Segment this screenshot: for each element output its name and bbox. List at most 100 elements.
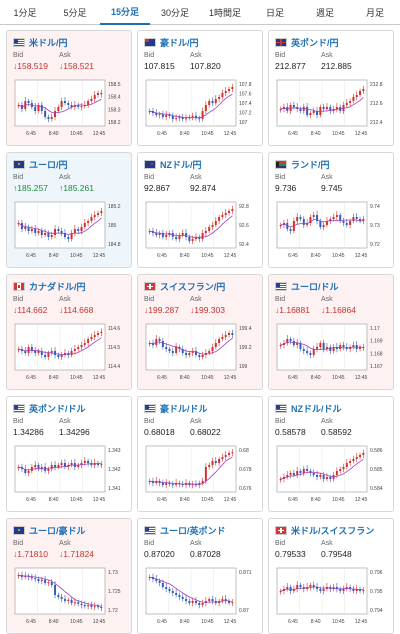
candle-body [339, 469, 342, 471]
eu-flag-icon [13, 525, 25, 535]
bid-value: 0.58578 [275, 427, 306, 437]
pair-link[interactable]: 米ドル/スイスフラン [291, 525, 375, 536]
candle-body [171, 484, 174, 486]
candle-body [161, 341, 164, 347]
candle-body [168, 483, 171, 485]
pair-link[interactable]: ユーロ/英ポンド [160, 525, 226, 536]
candle-body [34, 465, 37, 467]
candle-body [83, 461, 86, 463]
tab-2[interactable]: 15分足 [100, 0, 150, 25]
pair-link[interactable]: 米ドル/円 [29, 37, 68, 48]
mini-candlestick-chart[interactable]: 1.17 1.169 1.168 1.167 6:45 8:40 10:45 12:45 [275, 320, 389, 384]
pair-link[interactable]: カナダドル/円 [29, 281, 86, 292]
tab-1[interactable]: 5分足 [63, 7, 87, 18]
candle-body [40, 105, 43, 111]
pair-link[interactable]: ユーロ/豪ドル [29, 525, 86, 536]
candle-body [57, 229, 60, 231]
y-tick-label: 184.8 [108, 242, 121, 248]
y-tick-label: 1.725 [108, 589, 121, 595]
tab-4[interactable]: 1時間足 [208, 7, 241, 18]
rate-card[interactable]: ユーロ/円 Bid Ask ↑185.257 ↑185.261 185.2 185 184.8… [6, 152, 132, 268]
y-tick-label: 185 [108, 223, 117, 229]
pair-link[interactable]: 豪ドル/ドル [160, 403, 208, 414]
rate-card[interactable]: 米ドル/円 Bid Ask ↓158.519 ↓158.521 158.5 158.4 158… [6, 30, 132, 146]
candle-body [345, 223, 348, 225]
tab-6[interactable]: 週足 [315, 7, 334, 18]
mini-candlestick-chart[interactable]: 0.586 0.585 0.584 6:45 8:40 10:45 12:45 [275, 442, 389, 506]
pair-link[interactable]: 豪ドル/円 [160, 37, 199, 48]
y-tick-label: 92.4 [239, 242, 249, 248]
x-tick-label: 6:45 [288, 131, 298, 137]
moving-average-line [149, 215, 233, 238]
pair-link[interactable]: ランド/円 [291, 159, 330, 170]
rate-card[interactable]: ユーロ/豪ドル Bid Ask ↓1.71810 ↓1.71824 1.73 1.725 1.… [6, 518, 132, 634]
candle-body [204, 467, 207, 481]
mini-candlestick-chart[interactable]: 0.871 0.87 6:45 8:40 10:45 12:45 [144, 564, 258, 628]
tab-0[interactable]: 1分足 [13, 7, 37, 18]
rate-card[interactable]: ユーロ/ドル Bid Ask ↓1.16881 ↓1.16864 1.17 1.169 1.1… [268, 274, 394, 390]
tab-3[interactable]: 30分足 [160, 7, 189, 18]
rate-card[interactable]: 米ドル/スイスフラン Bid Ask 0.79533 0.79548 0.796 0.795… [268, 518, 394, 634]
candle-body [17, 467, 20, 469]
rate-card[interactable]: NZドル/円 Bid Ask 92.867 92.874 92.8 92.6 92.4 6:45… [137, 152, 263, 268]
candle-body [77, 105, 80, 107]
rate-card[interactable]: スイスフラン/円 Bid Ask ↓199.287 ↓199.303 199.4 199.2… [137, 274, 263, 390]
pair-link[interactable]: NZドル/ドル [291, 403, 342, 414]
pair-link[interactable]: ユーロ/円 [29, 159, 68, 170]
mini-candlestick-chart[interactable]: 1.343 1.342 1.341 6:45 8:40 10:45 12:45 [13, 442, 127, 506]
mini-candlestick-chart[interactable]: 199.4 199.2 199 6:45 8:40 10:45 12:45 [144, 320, 258, 384]
mini-candlestick-chart[interactable]: 92.8 92.6 92.4 6:45 8:40 10:45 12:45 [144, 198, 258, 262]
rate-card[interactable]: 英ポンド/円 Bid Ask 212.877 212.885 212.8 212.6 212.… [268, 30, 394, 146]
candle-body [362, 219, 365, 221]
pair-link[interactable]: スイスフラン/円 [160, 281, 226, 292]
candle-body [83, 605, 86, 607]
candle-body [309, 353, 312, 355]
candle-body [87, 605, 90, 607]
candle-body [296, 471, 299, 475]
us-flag-icon [144, 403, 156, 413]
rate-card[interactable]: ランド/円 Bid Ask 9.736 9.745 9.74 9.73 9.72 6:45 8:4… [268, 152, 394, 268]
x-tick-label: 6:45 [26, 375, 36, 381]
bid-label: Bid [144, 418, 155, 425]
candle-body [335, 471, 338, 475]
rate-card[interactable]: 英ポンド/ドル Bid Ask 1.34286 1.34296 1.343 1.342 1.3… [6, 396, 132, 512]
tab-5[interactable]: 日足 [265, 7, 284, 18]
candle-body [312, 473, 315, 475]
rate-card[interactable]: ユーロ/英ポンド Bid Ask 0.87020 0.87028 0.871 0.87 6:4… [137, 518, 263, 634]
candle-body [87, 461, 90, 463]
candle-body [191, 239, 194, 241]
candle-body [359, 91, 362, 95]
tab-7[interactable]: 月足 [365, 7, 384, 18]
mini-candlestick-chart[interactable]: 1.73 1.725 1.72 6:45 8:40 10:45 12:45 [13, 564, 127, 628]
mini-candlestick-chart[interactable]: 0.68 0.678 0.676 6:45 8:40 10:45 12:45 [144, 442, 258, 506]
x-tick-label: 6:45 [288, 253, 298, 259]
pair-link[interactable]: ユーロ/ドル [291, 281, 339, 292]
candle-body [34, 578, 37, 580]
candle-body [211, 461, 214, 465]
x-tick-label: 8:40 [180, 131, 190, 137]
candle-body [359, 455, 362, 457]
rate-card[interactable]: NZドル/ドル Bid Ask 0.58578 0.58592 0.586 0.585 0.5… [268, 396, 394, 512]
mini-candlestick-chart[interactable]: 212.8 212.6 212.4 6:45 8:40 10:45 12:45 [275, 76, 389, 140]
bid-value: 0.79533 [275, 549, 306, 559]
bid-value: ↓199.287 [144, 305, 179, 315]
pair-link[interactable]: NZドル/円 [160, 159, 202, 170]
candle-body [54, 585, 57, 595]
rate-card[interactable]: 豪ドル/ドル Bid Ask 0.68018 0.68022 0.68 0.678 0.676… [137, 396, 263, 512]
y-tick-label: 1.169 [370, 339, 383, 345]
pair-link[interactable]: 英ポンド/ドル [29, 403, 86, 414]
rate-card[interactable]: 豪ドル/円 Bid Ask 107.815 107.820 107.8 107.6 107.4… [137, 30, 263, 146]
candle-body [181, 117, 184, 119]
mini-candlestick-chart[interactable]: 114.6 114.5 114.4 6:45 8:40 10:45 12:45 [13, 320, 127, 384]
y-tick-label: 1.342 [108, 467, 121, 473]
candle-body [312, 215, 315, 217]
y-tick-label: 158.4 [108, 95, 121, 101]
mini-candlestick-chart[interactable]: 185.2 185 184.8 6:45 8:40 10:45 12:45 [13, 198, 127, 262]
mini-candlestick-chart[interactable]: 158.5 158.4 158.3 158.2 6:45 8:40 10:45 12:45 [13, 76, 127, 140]
rate-card[interactable]: カナダドル/円 Bid Ask ↓114.662 ↓114.668 114.6 114.5 1… [6, 274, 132, 390]
x-tick-label: 6:45 [157, 619, 167, 625]
mini-candlestick-chart[interactable]: 0.796 0.795 0.794 6:45 8:40 10:45 12:45 [275, 564, 389, 628]
mini-candlestick-chart[interactable]: 9.74 9.73 9.72 6:45 8:40 10:45 12:45 [275, 198, 389, 262]
mini-candlestick-chart[interactable]: 107.8 107.6 107.4 107.2 107 6:45 8:40 10:45 12:4… [144, 76, 258, 140]
pair-link[interactable]: 英ポンド/円 [291, 37, 339, 48]
